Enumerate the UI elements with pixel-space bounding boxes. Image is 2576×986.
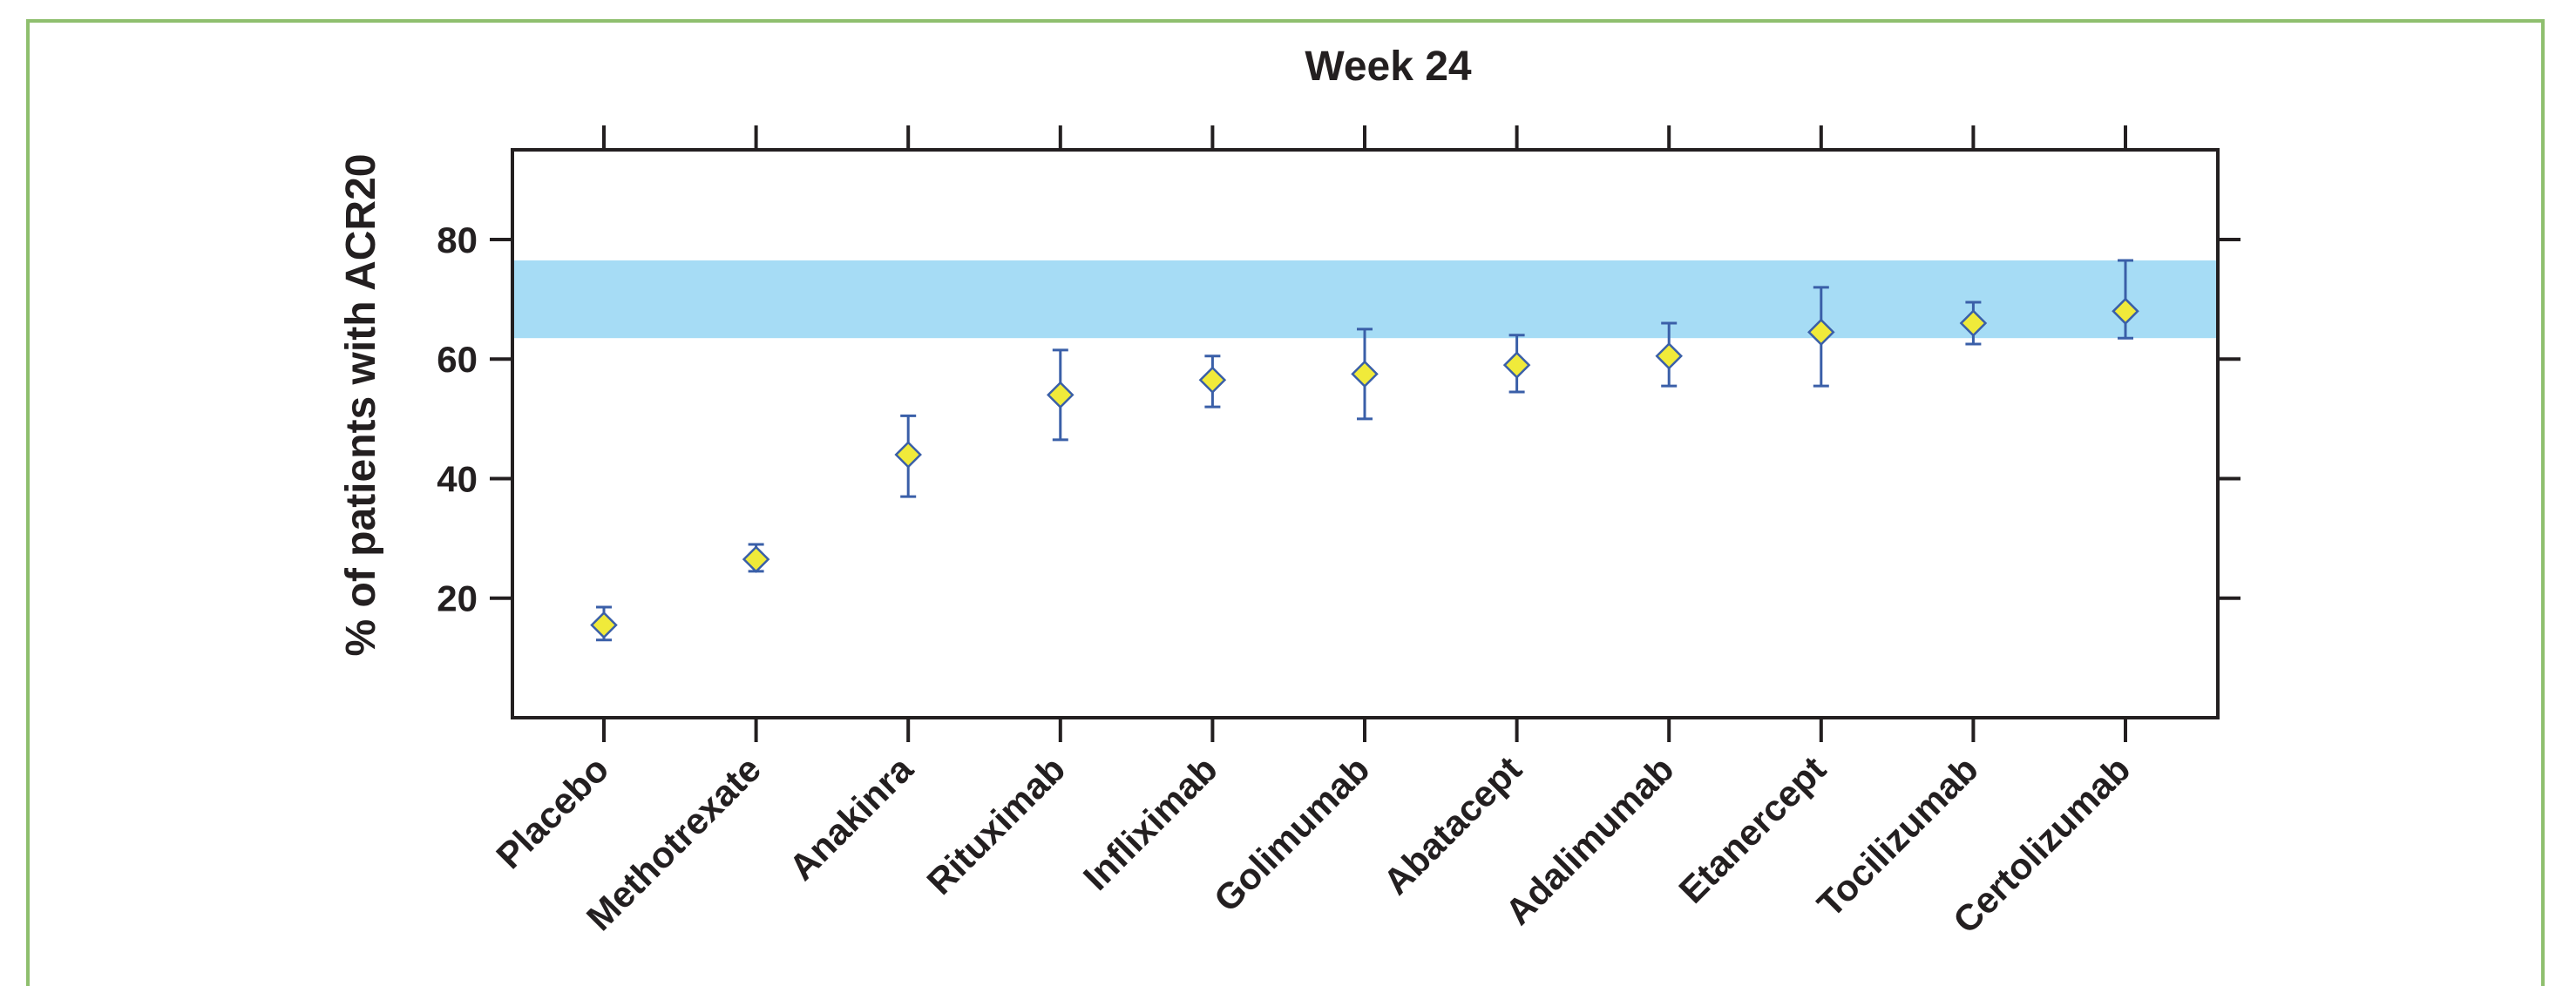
data-point — [2112, 297, 2139, 326]
data-point — [1502, 351, 1531, 379]
chart-title: Week 24 — [1305, 44, 1472, 90]
x-tick-label: Abatacept — [1375, 748, 1529, 902]
data-point — [590, 611, 618, 639]
y-tick-label: 80 — [437, 219, 478, 260]
plot-area — [511, 148, 2220, 719]
x-tick-label: Rituximab — [919, 748, 1073, 902]
x-tick-label: Anakinra — [781, 748, 921, 888]
x-tick-label: Placebo — [488, 748, 616, 876]
x-tick-label: Golimumab — [1206, 748, 1378, 920]
y-tick-label: 40 — [437, 458, 478, 499]
error-bars — [596, 259, 2133, 642]
data-point — [1807, 318, 1835, 347]
data-point — [1959, 309, 1988, 337]
reference-band — [514, 260, 2216, 339]
data-point — [1198, 366, 1227, 394]
y-tick-label: 60 — [437, 339, 478, 380]
x-tick-label: Etanercept — [1671, 748, 1834, 911]
y-tick-label: 20 — [437, 578, 478, 619]
y-axis: 20 40 60 80 — [437, 219, 2240, 619]
figure-frame — [26, 19, 2545, 986]
y-axis-label: % of patients with ACR20 — [338, 154, 384, 657]
data-point — [894, 441, 922, 469]
data-point — [1655, 342, 1683, 370]
x-tick-label: Infliximab — [1075, 748, 1225, 898]
data-point — [1351, 360, 1379, 388]
data-point — [1047, 381, 1074, 409]
data-point — [742, 545, 770, 573]
data-points — [590, 297, 2139, 639]
